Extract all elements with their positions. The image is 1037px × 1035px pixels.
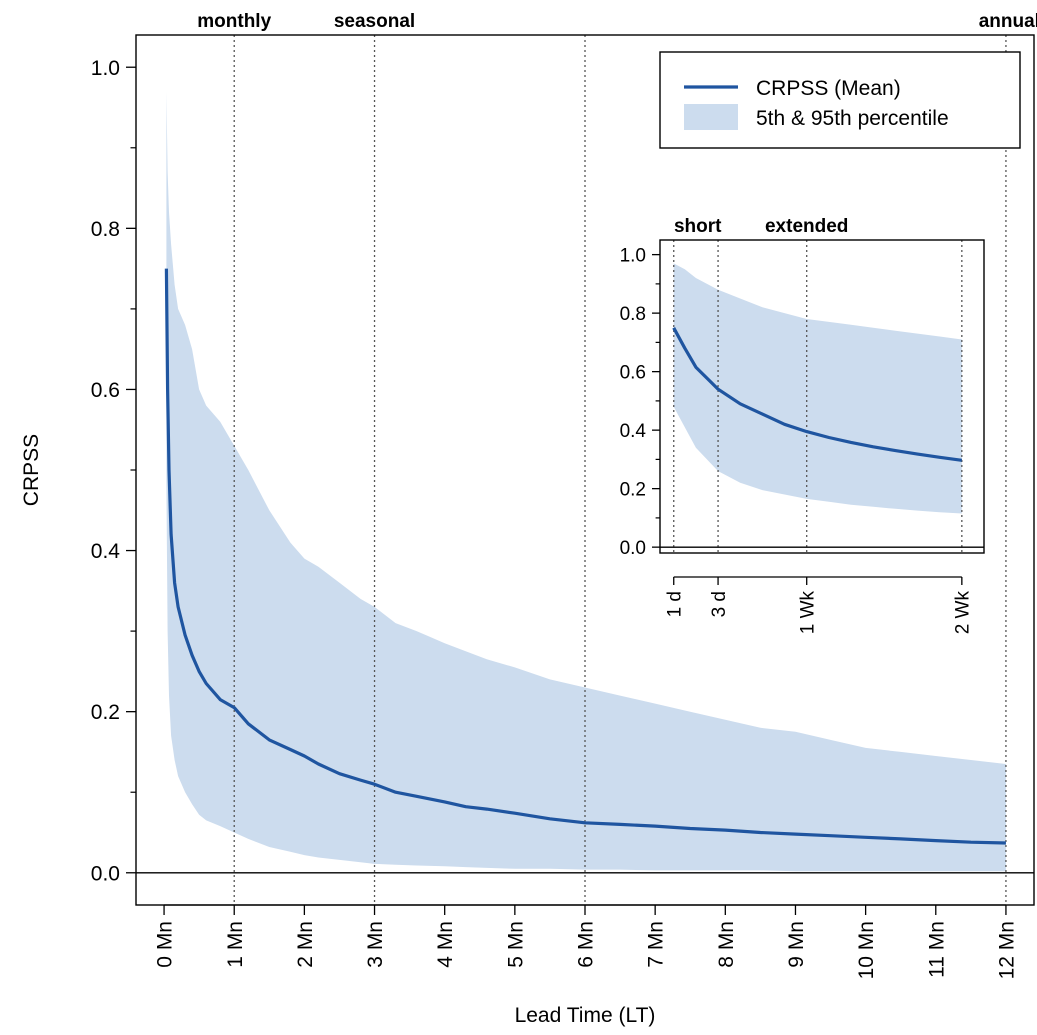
main-region-label-1: seasonal <box>334 11 415 32</box>
inset-mean-line <box>672 327 963 462</box>
main-x-tick-label-1: 1 Mn <box>224 921 247 968</box>
inset-x-tick-label-2: 1 Wk <box>798 591 819 635</box>
legend-band-swatch <box>684 104 738 130</box>
main-x-tick-label-8: 8 Mn <box>715 921 738 968</box>
main-y-axis-title: CRPSS <box>20 434 43 506</box>
legend-label-mean: CRPSS (Mean) <box>756 77 901 100</box>
main-x-tick-label-11: 11 Mn <box>925 921 948 978</box>
main-y-tick-label-5: 1.0 <box>91 57 120 80</box>
main-x-tick-label-7: 7 Mn <box>645 921 668 968</box>
main-x-axis-title: Lead Time (LT) <box>515 1004 656 1027</box>
main-y-tick-label-2: 0.4 <box>91 540 121 563</box>
main-x-tick-label-0: 0 Mn <box>154 921 177 968</box>
legend: CRPSS (Mean) 5th & 95th percentile <box>659 51 1021 149</box>
main-x-tick-label-2: 2 Mn <box>294 921 317 968</box>
main-x-tick-label-3: 3 Mn <box>364 921 387 968</box>
main-x-tick-label-4: 4 Mn <box>434 921 457 968</box>
main-region-label-3: annual <box>979 11 1037 32</box>
inset-frame <box>659 239 985 554</box>
legend-label-band: 5th & 95th percentile <box>756 107 949 130</box>
main-x-tick-label-5: 5 Mn <box>504 921 527 968</box>
inset-y-tick-label-3: 0.6 <box>620 362 646 383</box>
main-y-tick-label-4: 0.8 <box>91 218 120 241</box>
main-mean-line <box>164 268 1006 845</box>
inset-panel: short extended 0.0 0.2 0.4 0.6 0.8 1.0 1 d 3 d 1 W… <box>620 216 985 635</box>
main-x-tick-label-6: 6 Mn <box>575 921 598 968</box>
main-percentile-band <box>166 91 1006 872</box>
inset-x-tick-label-1: 3 d <box>709 591 730 617</box>
inset-x-tick-label-0: 1 d <box>665 591 686 617</box>
inset-y-tick-label-2: 0.4 <box>620 421 647 442</box>
main-y-tick-label-3: 0.6 <box>91 379 120 402</box>
main-x-tick-label-9: 9 Mn <box>785 921 808 968</box>
main-y-tick-label-0: 0.0 <box>91 862 120 885</box>
main-x-tick-label-12: 12 Mn <box>995 921 1018 979</box>
main-x-tick-label-10: 10 Mn <box>855 921 878 979</box>
inset-region-label-0: short <box>674 216 722 237</box>
main-y-tick-label-1: 0.2 <box>91 701 120 724</box>
inset-region-label-2: extended <box>765 216 848 237</box>
inset-x-tick-label-3: 2 Wk <box>953 591 974 635</box>
inset-y-tick-label-4: 0.8 <box>620 304 646 325</box>
main-region-label-0: monthly <box>197 11 271 32</box>
inset-y-tick-label-0: 0.0 <box>620 538 646 559</box>
inset-y-tick-label-5: 1.0 <box>620 245 646 266</box>
legend-box <box>659 51 1021 149</box>
inset-y-tick-label-1: 0.2 <box>620 479 646 500</box>
main-panel: monthly seasonal annual 0.0 0.2 0.4 0.6 0.8 1.0 0… <box>20 11 1037 1027</box>
